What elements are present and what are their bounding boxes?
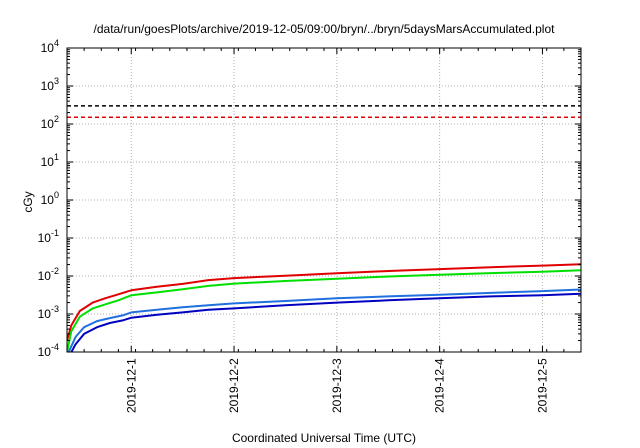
series-line	[67, 263, 581, 341]
plot-frame	[66, 47, 582, 353]
y-tick-label: 10-1	[38, 228, 59, 245]
series-line	[67, 269, 581, 352]
y-tick-label: 10-2	[38, 266, 59, 283]
reference-lines	[67, 105, 581, 119]
x-tick-label: 2019-12-5	[535, 358, 549, 413]
x-tick-label: 2019-12-3	[330, 358, 344, 413]
series-line	[67, 288, 581, 352]
x-tick-label: 2019-12-4	[433, 358, 447, 413]
chart-title: /data/run/goesPlots/archive/2019-12-05/0…	[94, 22, 556, 36]
y-tick-label: 102	[41, 114, 59, 131]
series-line	[70, 292, 581, 352]
x-tick-label: 2019-12-2	[227, 358, 241, 413]
series-group	[67, 263, 581, 352]
y-tick-label: 10-4	[38, 342, 59, 359]
y-tick-label: 100	[41, 190, 59, 207]
y-tick-label: 10-3	[38, 304, 59, 321]
x-tick-label: 2019-12-1	[124, 358, 138, 413]
y-axis-ticks: 10-4 10-3 10-2 10-1 100 101 102 103 104	[38, 38, 581, 359]
y-axis-label: cGy	[21, 191, 35, 212]
y-tick-label: 101	[41, 152, 59, 169]
x-axis-ticks: 2019-12-1 2019-12-2 2019-12-3 2019-12-4 2019…	[66, 48, 582, 413]
grid	[67, 48, 581, 352]
x-axis-label: Coordinated Universal Time (UTC)	[232, 431, 416, 445]
y-tick-label: 103	[41, 76, 59, 93]
y-tick-label: 104	[41, 38, 59, 55]
